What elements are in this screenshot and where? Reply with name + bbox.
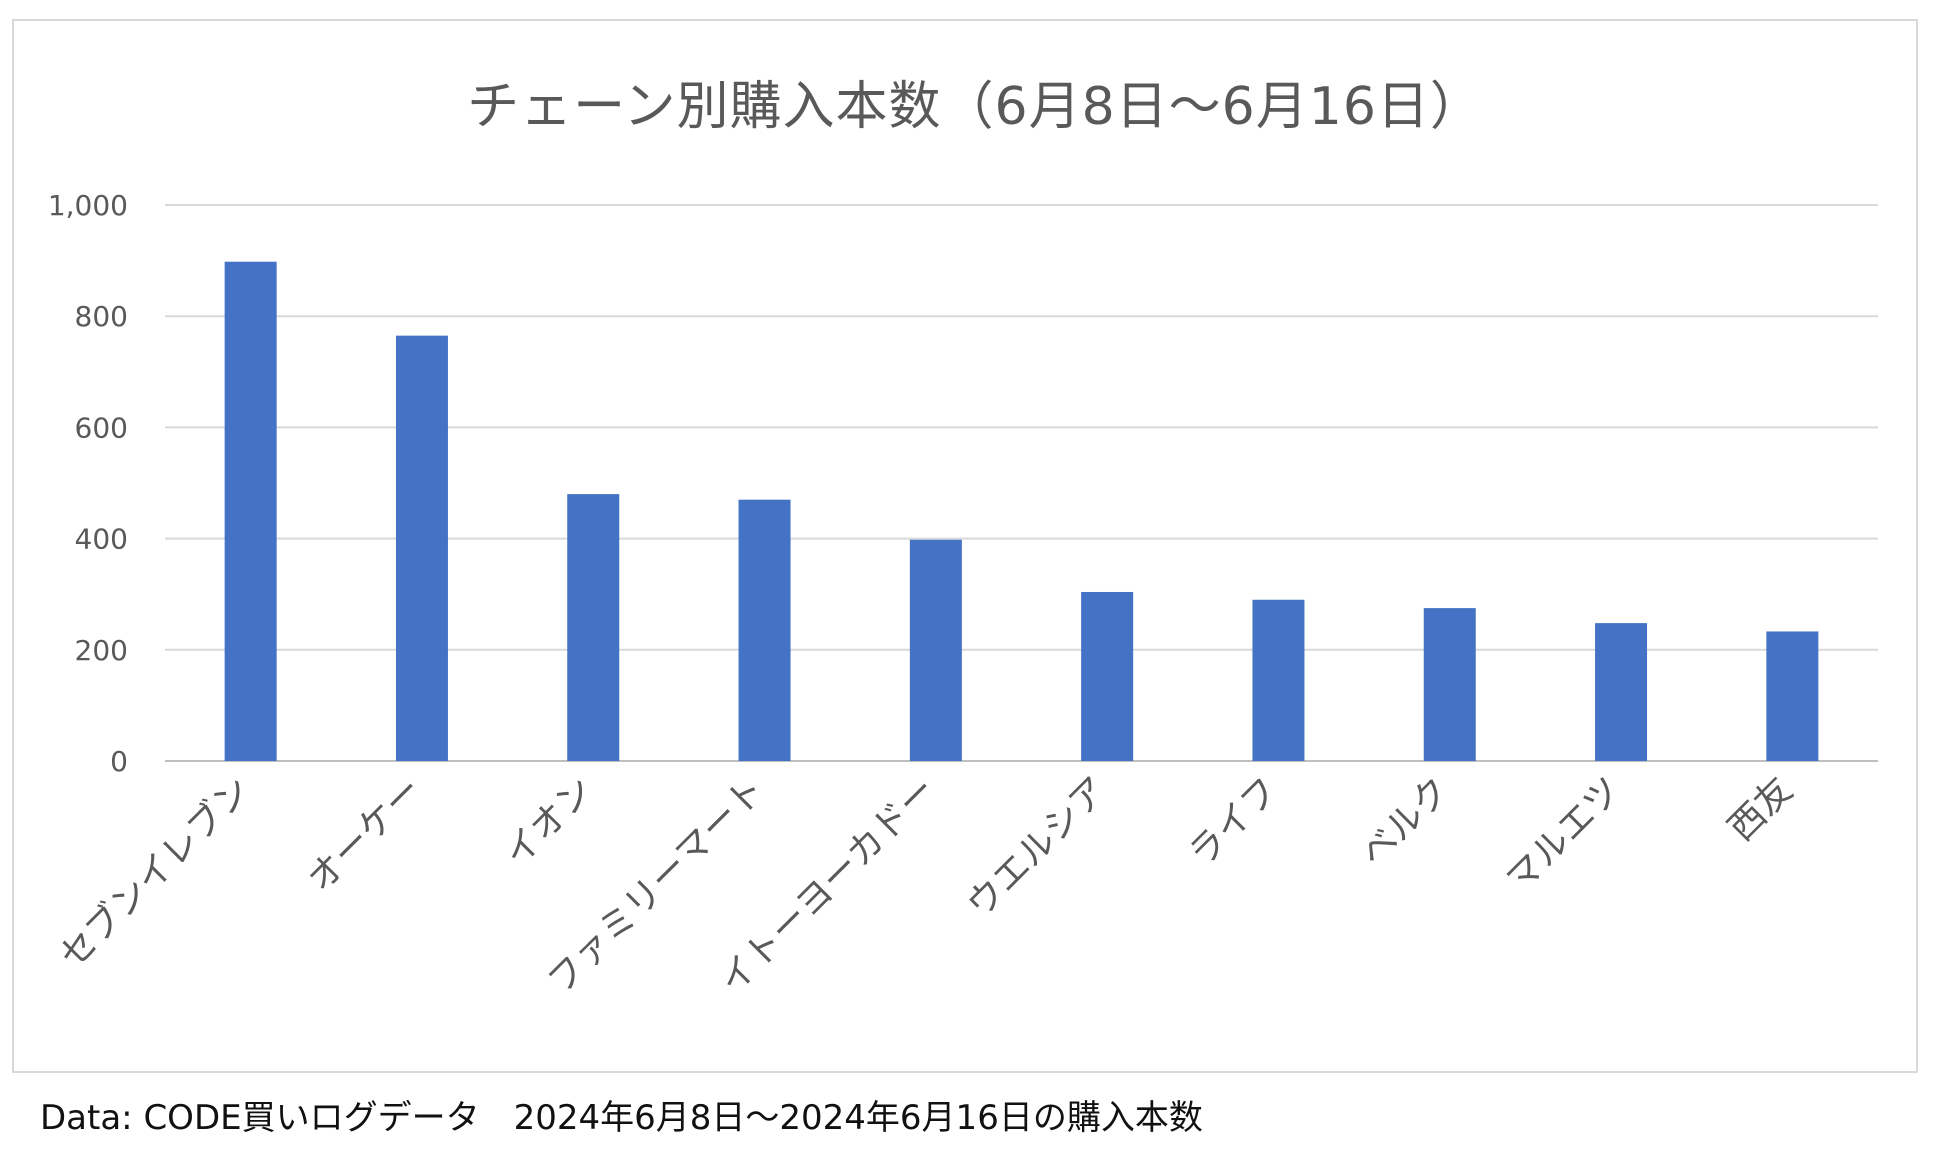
chart-title: チェーン別購入本数（6月8日～6月16日） (467, 77, 1483, 137)
bar (1423, 608, 1476, 761)
y-tick-label: 400 (75, 523, 128, 556)
bar (1595, 623, 1648, 761)
bar (1252, 599, 1305, 761)
y-axis-ticks: 0 200 400 600 800 1,000 (48, 189, 128, 778)
x-tick-label: ベルク (1353, 769, 1458, 874)
x-tick-label: イオン (496, 769, 601, 874)
bar (1766, 631, 1819, 761)
x-tick-label: 西友 (1721, 769, 1801, 849)
x-tick-label: ライフ (1181, 769, 1286, 874)
y-tick-label: 0 (110, 745, 128, 778)
y-tick-label: 1,000 (48, 189, 128, 222)
x-tick-label: マルエツ (1499, 769, 1630, 900)
bar (224, 261, 277, 761)
y-tick-label: 800 (75, 300, 128, 333)
y-tick-label: 600 (75, 411, 128, 444)
data-source-note: Data: CODE買いログデータ 2024年6月8日～2024年6月16日の購… (40, 1098, 1203, 1138)
chart-frame (12, 19, 1918, 1073)
x-tick-label: オーケー (299, 769, 430, 900)
y-tick-label: 200 (75, 634, 128, 667)
bar (909, 539, 962, 761)
bar (395, 335, 448, 761)
bar (567, 494, 620, 761)
gridlines (165, 204, 1878, 762)
bars (224, 261, 1819, 761)
x-tick-label: ウエルシア (959, 769, 1115, 925)
bar (1081, 591, 1134, 761)
bar (738, 499, 791, 761)
x-tick-label: セブンイレブン (52, 769, 259, 976)
